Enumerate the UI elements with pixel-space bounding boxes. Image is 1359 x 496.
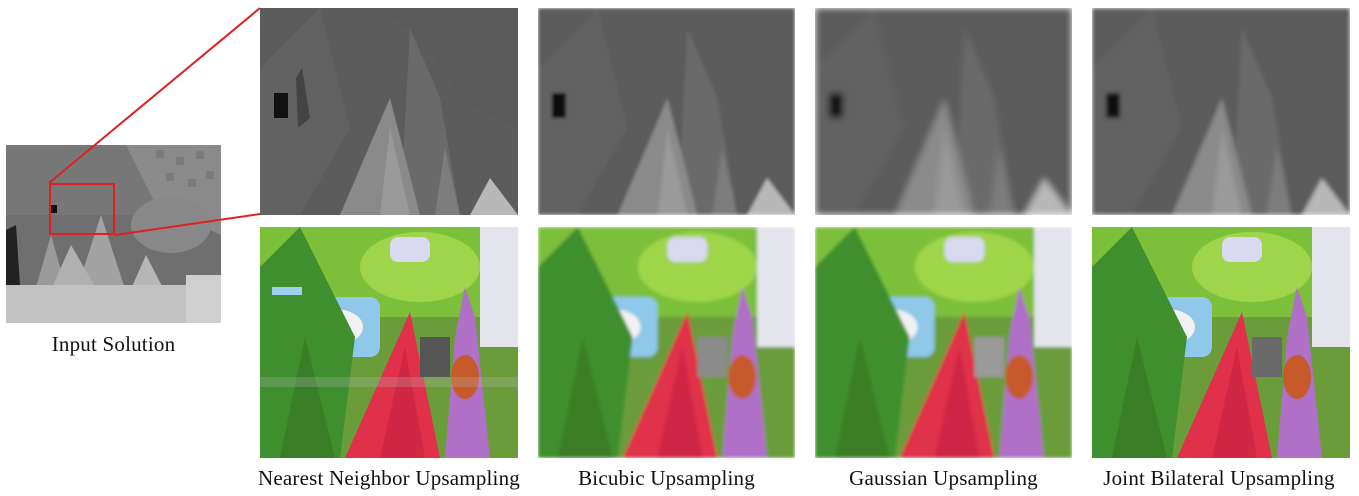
caption-bicubic: Bicubic Upsampling <box>578 466 755 490</box>
depth-panel-bicubic <box>538 8 795 215</box>
depth-panel-gaussian <box>815 8 1072 215</box>
depth-panel-nearest <box>260 8 518 215</box>
color-panel-bicubic <box>538 227 795 458</box>
depth-panel-joint-bilateral <box>1092 8 1350 215</box>
color-panel-gaussian <box>815 227 1072 458</box>
color-panel-joint-bilateral <box>1092 227 1350 458</box>
caption-nearest-neighbor: Nearest Neighbor Upsampling <box>257 466 520 490</box>
color-panel-nearest <box>260 227 518 458</box>
highlight-box <box>49 183 115 235</box>
caption-gaussian: Gaussian Upsampling <box>849 466 1038 490</box>
input-caption: Input Solution <box>51 332 176 356</box>
caption-joint-bilateral: Joint Bilateral Upsampling <box>1103 466 1335 490</box>
